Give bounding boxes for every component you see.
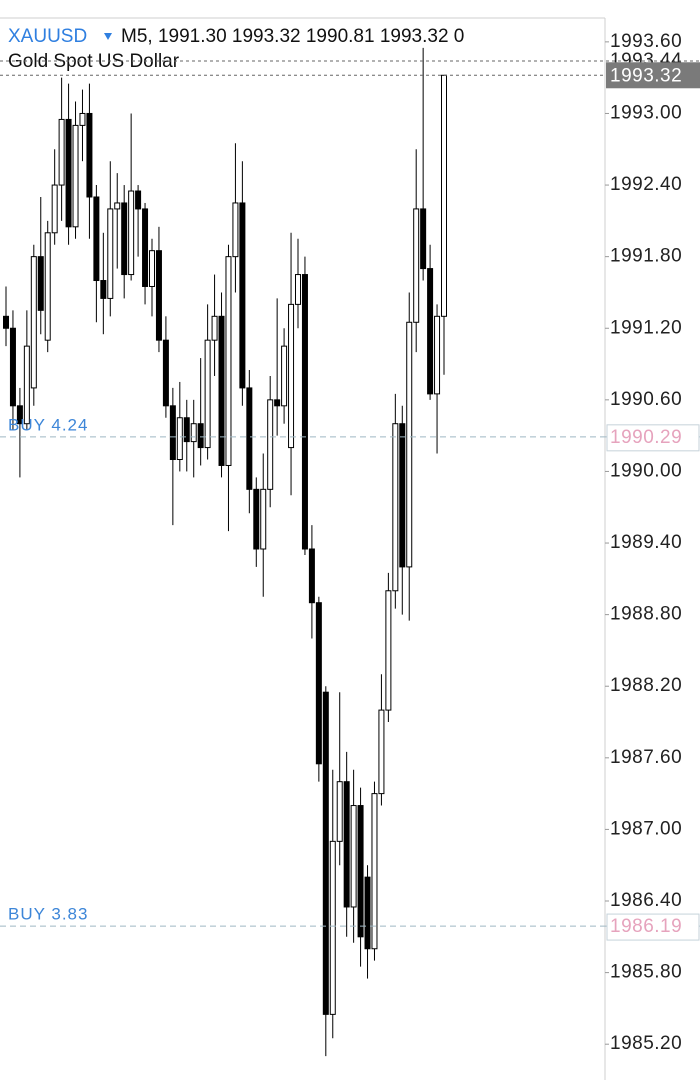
candle-body (385, 590, 392, 711)
candle-body (253, 488, 260, 550)
candle-body (9, 327, 16, 407)
order-price-label: 1986.19 (610, 916, 682, 937)
ohlc-info: M5, 1991.30 1993.32 1990.81 1993.32 0 (121, 26, 464, 47)
candle-body (204, 339, 211, 449)
y-tick-label: 1993.00 (610, 102, 682, 123)
y-tick-label: 1989.40 (610, 532, 682, 553)
candle-body (183, 417, 190, 443)
candle-body (225, 256, 232, 466)
candle-body (30, 256, 37, 389)
candle-body (295, 274, 301, 305)
candle-body (58, 118, 65, 186)
y-tick-label: 1987.00 (610, 818, 682, 839)
y-tick-label: 1991.20 (610, 317, 682, 338)
candle-body (93, 196, 100, 282)
candle-body (357, 805, 364, 938)
candle-body (107, 208, 114, 299)
candle-body (162, 339, 169, 407)
candle-body (135, 190, 142, 210)
candle-body (343, 781, 350, 908)
order-label: BUY 3.83 (8, 905, 88, 924)
y-tick-label: 1985.80 (610, 962, 682, 983)
bid-price-label: 1993.32 (610, 65, 682, 86)
order-price-box (606, 913, 700, 941)
candle-body (121, 202, 128, 276)
symbol-dropdown-arrow[interactable] (104, 33, 112, 40)
plot-area (3, 47, 447, 1057)
candle-body (308, 548, 315, 604)
candle-body (86, 112, 93, 198)
candle-body (274, 399, 281, 407)
candle-body (420, 208, 427, 270)
candle-body (364, 876, 371, 950)
candle-body (427, 268, 434, 395)
candle-body (23, 345, 30, 425)
candle-body (406, 321, 413, 568)
candle-body (246, 387, 253, 490)
order-price-box (606, 424, 700, 452)
candle-body (371, 793, 378, 950)
candle-body (267, 399, 274, 490)
candle-body (44, 232, 51, 341)
candle-body (281, 345, 288, 407)
candle-body (239, 202, 246, 389)
symbol-description: Gold Spot US Dollar (8, 51, 180, 72)
candle-body (301, 274, 308, 550)
candle-body (149, 250, 155, 287)
y-tick-label: 1988.20 (610, 675, 682, 696)
y-tick-label: 1993.60 (610, 31, 682, 52)
candle-body (350, 805, 357, 908)
candle-body (211, 315, 218, 341)
bid-price-box (606, 62, 700, 89)
y-tick-label: 1990.60 (610, 389, 682, 410)
candle-body (288, 303, 295, 449)
candle-body (79, 112, 86, 126)
overlay: XAUUSD M5, 1991.30 1993.32 1990.81 1993.… (0, 26, 700, 941)
candle-body (322, 691, 329, 1015)
candle-body (434, 315, 441, 395)
candle-body (197, 423, 204, 449)
candle-body (100, 280, 107, 299)
y-tick-label: 1991.80 (610, 246, 682, 267)
candle-body (142, 208, 149, 287)
candle-body (329, 840, 336, 1015)
order-price-label: 1990.29 (610, 427, 682, 448)
y-tick-label: 1987.60 (610, 747, 682, 768)
candle-body (3, 315, 9, 329)
order-label: BUY 4.24 (8, 415, 88, 434)
candle-body (169, 405, 176, 461)
candle-body (336, 781, 343, 842)
y-tick-label: 1985.20 (610, 1033, 682, 1054)
candle-body (155, 250, 162, 341)
candle-body (260, 488, 267, 550)
y-tick-label: 1986.40 (610, 890, 682, 911)
candle-body (51, 184, 58, 234)
candle-body (114, 202, 121, 210)
candle-body (441, 74, 447, 317)
candle-body (176, 417, 183, 461)
candle-body (392, 423, 399, 592)
candle-body (232, 202, 239, 258)
candle-body (378, 709, 385, 795)
candle-body (65, 118, 72, 228)
y-tick-label: 1988.80 (610, 604, 682, 625)
candle-body (128, 190, 135, 276)
y-tick-label: 1990.00 (610, 460, 682, 481)
symbol[interactable]: XAUUSD (8, 26, 87, 47)
candle-body (72, 124, 79, 228)
candle-body (399, 423, 406, 568)
candle-body (315, 602, 322, 765)
candle-body (190, 423, 197, 443)
candle-body (218, 315, 225, 466)
y-tick-label: 1992.40 (610, 174, 682, 195)
candle-body (37, 256, 44, 311)
candle-body (413, 208, 420, 323)
candle-body (16, 405, 23, 425)
